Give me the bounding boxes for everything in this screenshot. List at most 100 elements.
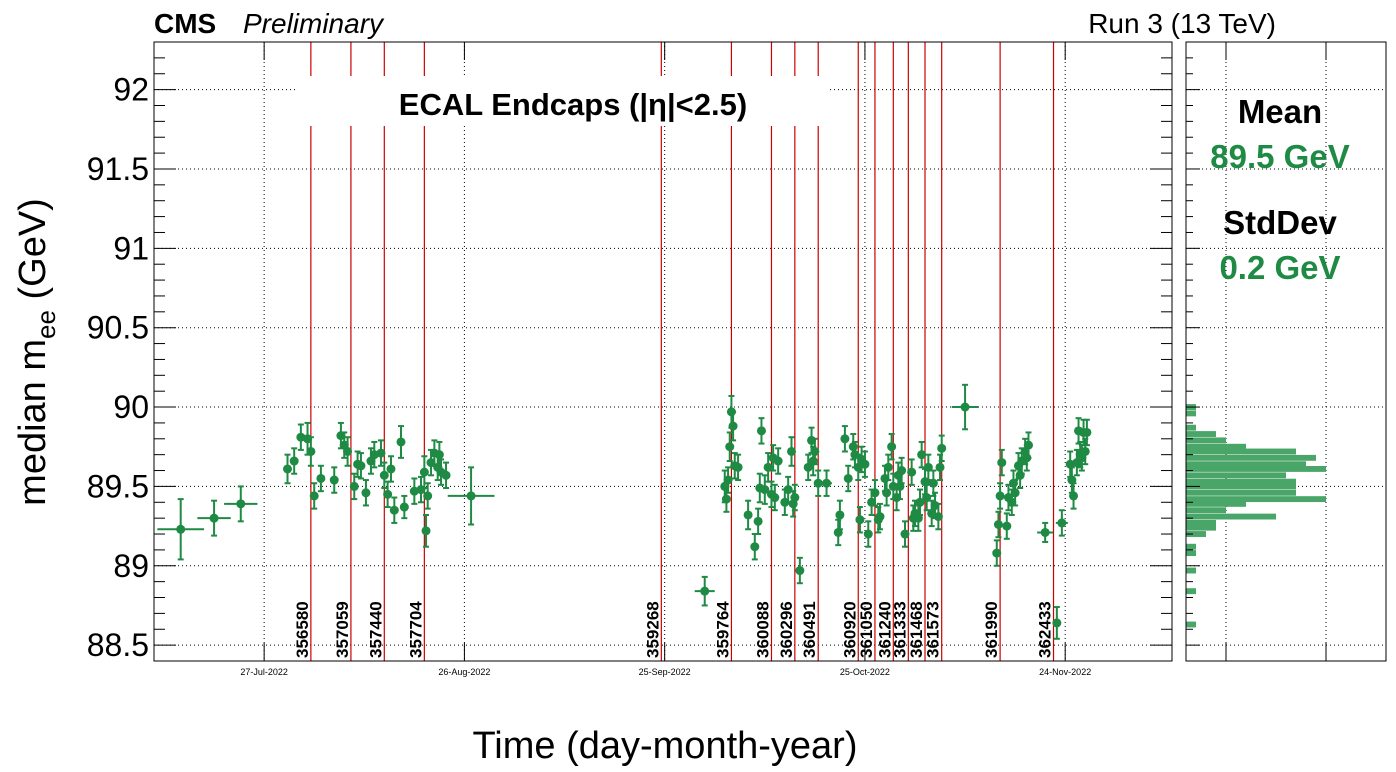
point-marker [743, 510, 753, 520]
data-point [768, 444, 778, 472]
data-point [897, 456, 907, 485]
hist-bar [1186, 489, 1296, 496]
data-point [723, 466, 733, 494]
data-point [935, 453, 945, 482]
main-frame [153, 41, 1173, 662]
point-marker [399, 502, 409, 512]
run-label: 361990 [982, 601, 1001, 658]
data-point [951, 383, 979, 431]
run-label: 357059 [333, 601, 352, 658]
y-tick-label: 89.5 [87, 468, 149, 504]
data-point [343, 436, 353, 467]
data-point [309, 482, 319, 510]
y-tick-label: 91 [113, 230, 149, 266]
x-tick-label: 25-Oct-2022 [840, 667, 890, 677]
point-marker [1082, 427, 1092, 437]
data-point [419, 455, 429, 489]
run-label: Run 3 (13 TeV) [1088, 8, 1276, 39]
stats-mean-value: 89.5 GeV [1210, 138, 1349, 175]
point-marker [822, 478, 832, 488]
data-point [434, 440, 444, 469]
data-point [770, 483, 780, 512]
run-label: 360088 [753, 601, 772, 658]
point-marker [1015, 470, 1025, 480]
chart-title: ECAL Endcaps (|η|<2.5) [399, 87, 747, 122]
point-marker [960, 402, 970, 412]
point-marker [870, 488, 880, 498]
point-marker [850, 450, 860, 460]
point-marker [783, 485, 793, 495]
data-point [329, 466, 339, 494]
point-marker [1080, 446, 1090, 456]
point-marker [209, 513, 219, 523]
run-label: 362433 [1036, 601, 1055, 658]
hist-bar [1186, 567, 1196, 574]
point-marker [900, 529, 910, 539]
data-point [1082, 418, 1092, 447]
side-histogram [1186, 404, 1326, 628]
point-marker [289, 456, 299, 466]
point-marker [935, 462, 945, 472]
point-marker [1069, 491, 1079, 501]
data-point [1055, 509, 1068, 537]
data-point [289, 447, 299, 475]
data-point [743, 499, 753, 531]
point-marker [1057, 518, 1067, 528]
data-point [157, 498, 205, 561]
hist-bar [1186, 507, 1226, 514]
data-point [790, 483, 800, 512]
data-point [383, 480, 393, 509]
data-point [756, 417, 766, 445]
point-marker [389, 505, 399, 515]
stats-mean-label: Mean [1238, 93, 1322, 130]
point-marker [997, 458, 1007, 468]
hist-bar [1186, 496, 1326, 503]
y-tick-label: 90.5 [87, 310, 149, 346]
x-tick-label: 24-Nov-2022 [1039, 667, 1091, 677]
data-point [1037, 521, 1054, 543]
hist-bar [1186, 621, 1196, 628]
point-marker [848, 442, 858, 452]
hist-bar [1186, 472, 1286, 479]
point-marker [1040, 527, 1050, 537]
data-point [992, 539, 1002, 567]
hist-bar [1186, 531, 1206, 537]
data-point [386, 455, 396, 483]
data-point [803, 453, 813, 482]
point-marker [883, 462, 893, 472]
data-point [396, 425, 406, 459]
run-label: 357704 [406, 601, 425, 658]
hist-bar [1186, 543, 1196, 550]
hist-bar [1186, 483, 1296, 490]
point-marker [863, 529, 873, 539]
data-point [907, 458, 917, 486]
data-point [306, 436, 316, 467]
hist-bar [1186, 448, 1296, 455]
run-label: 360920 [840, 601, 859, 658]
data-point [721, 485, 731, 513]
point-marker [810, 446, 820, 456]
data-point [773, 447, 783, 475]
data-point [810, 437, 820, 466]
data-point [882, 479, 892, 507]
point-marker [236, 499, 246, 509]
point-marker [756, 426, 766, 436]
data-point [441, 461, 451, 489]
data-point [376, 439, 386, 467]
hist-bar [1186, 410, 1196, 417]
data-point [915, 488, 925, 516]
point-marker [993, 520, 1003, 530]
point-marker [995, 491, 1005, 501]
point-marker [795, 566, 805, 576]
hist-bar [1186, 519, 1216, 526]
point-marker [853, 462, 863, 472]
point-marker [835, 510, 845, 520]
data-point [937, 434, 947, 463]
cms-label: CMS [154, 8, 216, 39]
point-marker [882, 488, 892, 498]
title-box [296, 76, 830, 126]
data-point [860, 450, 870, 478]
data-point [870, 479, 880, 507]
data-points [157, 383, 1092, 640]
point-marker [700, 586, 710, 596]
